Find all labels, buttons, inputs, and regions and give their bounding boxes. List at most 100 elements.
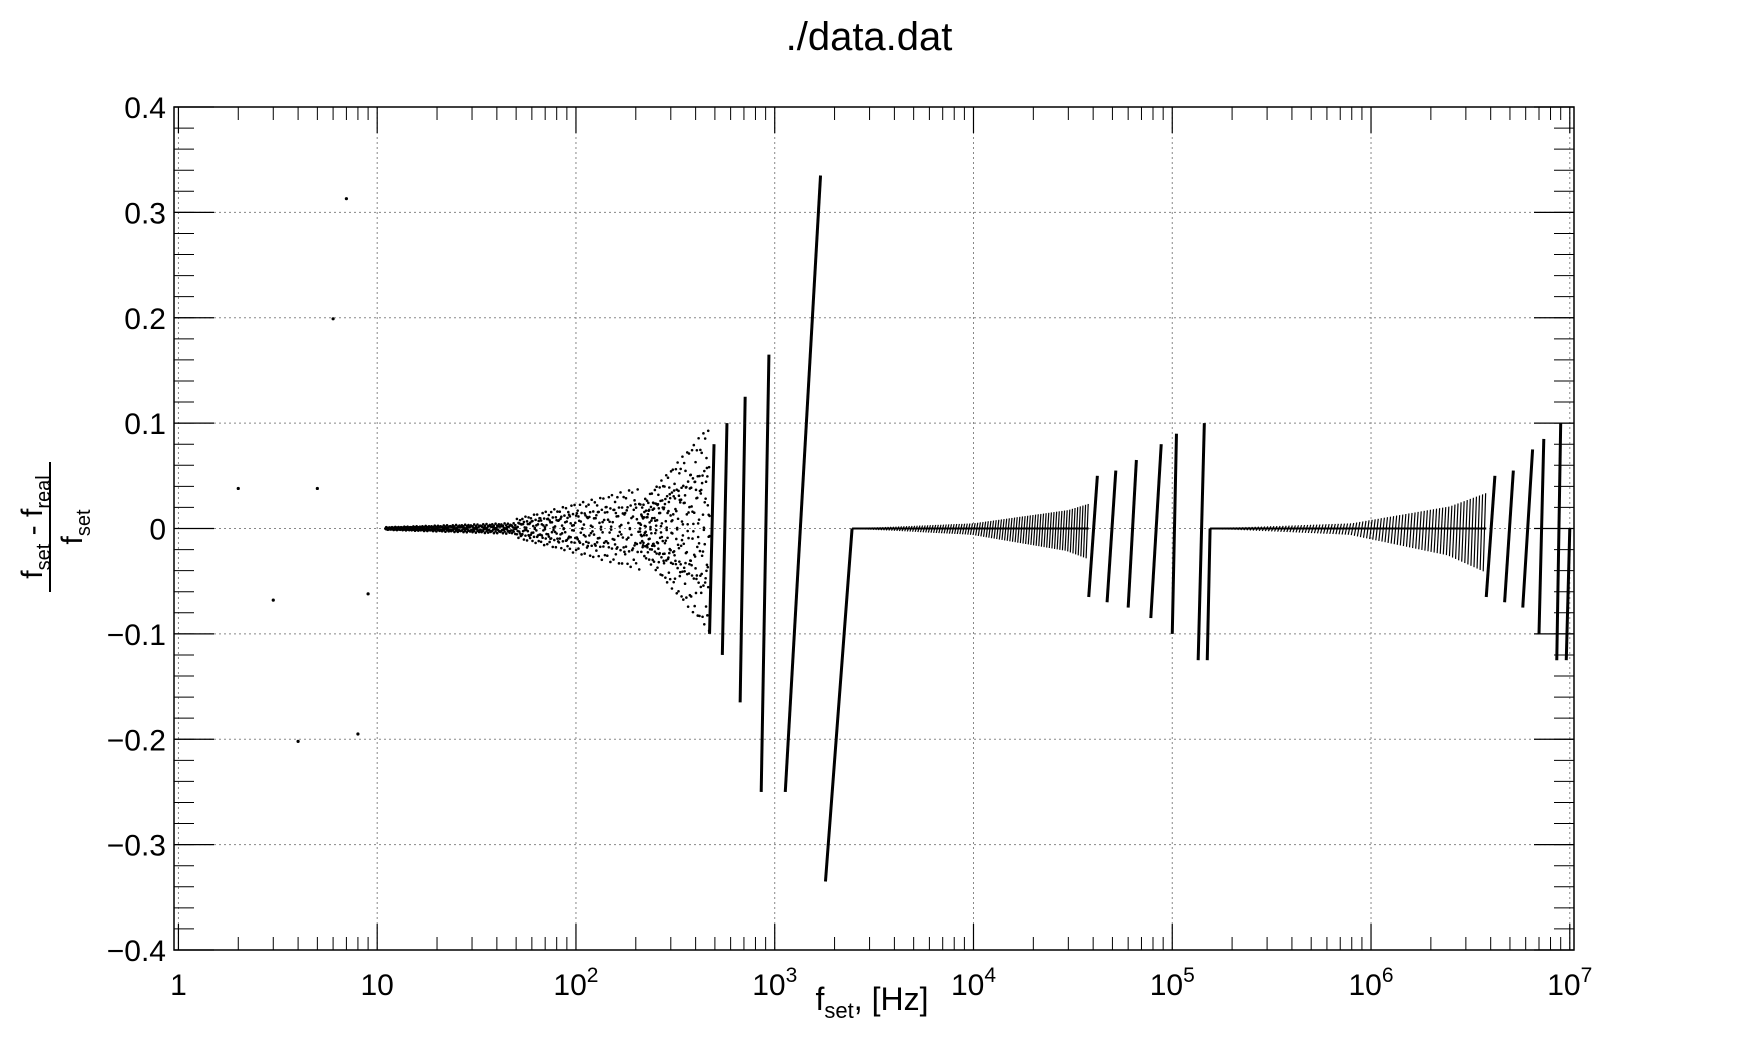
data-point bbox=[682, 566, 686, 570]
data-point bbox=[686, 480, 690, 483]
x-tick-label: 104 bbox=[951, 964, 996, 1002]
data-point bbox=[535, 513, 539, 516]
sawtooth-fan-line bbox=[1027, 515, 1031, 545]
data-point bbox=[692, 511, 696, 515]
data-point bbox=[676, 461, 679, 464]
data-point bbox=[598, 521, 601, 525]
data-point bbox=[581, 500, 585, 504]
data-point bbox=[620, 523, 623, 527]
sawtooth-fan-line bbox=[1030, 514, 1034, 545]
data-point bbox=[646, 546, 649, 549]
sawtooth-fan-line bbox=[1056, 511, 1060, 550]
data-point bbox=[572, 523, 576, 527]
data-point bbox=[652, 507, 656, 510]
data-point bbox=[669, 470, 673, 473]
sawtooth-fan-line bbox=[1051, 512, 1055, 549]
data-point bbox=[599, 525, 603, 529]
data-point bbox=[664, 497, 667, 501]
data-point bbox=[528, 536, 532, 540]
y-tick-label: −0.4 bbox=[107, 935, 166, 968]
data-point bbox=[463, 523, 467, 526]
data-point bbox=[664, 519, 668, 523]
sawtooth-tooth bbox=[1503, 470, 1515, 603]
data-point bbox=[660, 535, 664, 539]
data-point bbox=[618, 530, 622, 534]
data-point bbox=[611, 520, 615, 524]
sawtooth-drop bbox=[1564, 528, 1572, 661]
data-point bbox=[692, 529, 695, 533]
data-point bbox=[644, 525, 647, 528]
data-point bbox=[540, 534, 544, 537]
data-point bbox=[481, 529, 485, 533]
data-point bbox=[706, 585, 710, 589]
sawtooth-fan-line bbox=[1439, 507, 1444, 554]
data-point bbox=[542, 543, 546, 547]
data-point bbox=[643, 554, 646, 558]
sawtooth-fan-line bbox=[1390, 516, 1395, 544]
data-point bbox=[518, 532, 522, 535]
data-point bbox=[690, 505, 693, 508]
data-point bbox=[639, 503, 642, 506]
data-point bbox=[606, 518, 610, 521]
data-point bbox=[671, 562, 675, 566]
sawtooth-fan-line bbox=[1384, 517, 1389, 543]
data-point bbox=[697, 542, 701, 545]
data-point bbox=[553, 507, 556, 511]
data-point bbox=[633, 544, 636, 547]
data-point bbox=[521, 532, 524, 536]
sawtooth-fan-line bbox=[1001, 518, 1005, 541]
sawtooth-tooth bbox=[720, 423, 729, 655]
data-point bbox=[668, 496, 672, 500]
data-point bbox=[685, 513, 689, 516]
data-point bbox=[696, 535, 700, 539]
data-point bbox=[527, 516, 530, 519]
sawtooth-fan-line bbox=[1040, 513, 1045, 547]
data-point bbox=[646, 512, 650, 516]
data-point bbox=[534, 541, 537, 545]
data-point bbox=[610, 547, 614, 550]
data-point bbox=[633, 499, 636, 502]
data-point bbox=[598, 545, 602, 549]
data-point bbox=[568, 547, 572, 551]
sawtooth-fan-line bbox=[1454, 503, 1459, 559]
data-point bbox=[706, 475, 709, 478]
data-point bbox=[602, 497, 605, 500]
sawtooth-drop bbox=[1205, 528, 1212, 661]
data-point bbox=[542, 524, 545, 527]
data-point bbox=[546, 533, 550, 536]
data-point bbox=[705, 466, 709, 470]
data-point bbox=[703, 622, 706, 626]
data-point bbox=[677, 589, 680, 593]
data-point bbox=[705, 569, 708, 573]
data-point bbox=[562, 526, 565, 530]
data-point bbox=[698, 549, 702, 553]
data-point bbox=[677, 489, 680, 493]
data-point bbox=[642, 503, 645, 507]
data-point bbox=[607, 495, 611, 499]
data-point bbox=[623, 511, 627, 515]
sawtooth-fan-line bbox=[1080, 505, 1084, 557]
data-point bbox=[700, 451, 703, 455]
sawtooth-fan-line bbox=[1470, 497, 1474, 566]
data-point bbox=[686, 529, 689, 533]
data-point bbox=[609, 560, 612, 564]
data-point bbox=[524, 534, 527, 537]
data-point bbox=[687, 511, 690, 514]
data-point bbox=[356, 732, 360, 736]
data-series bbox=[236, 175, 1572, 882]
data-point bbox=[344, 197, 349, 201]
data-point bbox=[674, 507, 677, 511]
sawtooth-fan-line bbox=[1412, 512, 1416, 549]
data-point bbox=[560, 532, 564, 535]
data-point bbox=[700, 572, 703, 576]
data-point bbox=[605, 554, 609, 557]
data-point bbox=[677, 494, 681, 498]
sawtooth-tooth bbox=[1149, 444, 1163, 619]
data-point bbox=[682, 461, 686, 465]
sawtooth-fan-line bbox=[1427, 509, 1432, 552]
data-point bbox=[695, 574, 699, 577]
data-point bbox=[689, 595, 693, 598]
data-point bbox=[574, 521, 577, 525]
data-point bbox=[652, 501, 655, 505]
data-point bbox=[701, 550, 705, 553]
